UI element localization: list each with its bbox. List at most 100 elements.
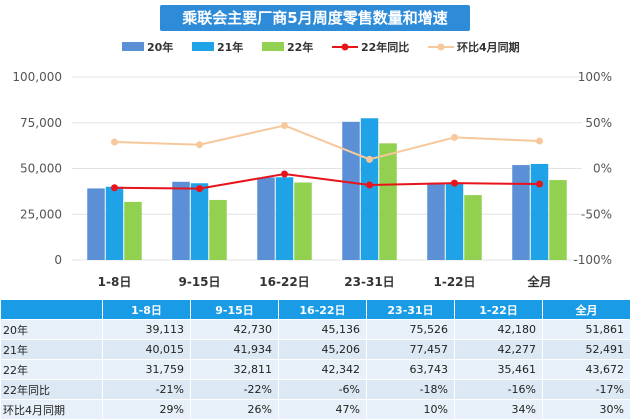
chart-title: 乘联会主要厂商5月周度零售数量和增速 bbox=[160, 5, 470, 31]
table-cell: -16% bbox=[454, 379, 543, 400]
table-cell: -17% bbox=[542, 379, 630, 400]
table-row: 环比4月同期 29% 26% 47% 10% 34% 30% bbox=[0, 399, 630, 420]
line-22年同比 bbox=[114, 172, 540, 190]
table-cell: 45,136 bbox=[278, 319, 367, 340]
table-cell: 32,811 bbox=[190, 359, 279, 380]
table-cell: 45,206 bbox=[278, 339, 367, 360]
table-row: 20年 39,113 42,730 45,136 75,526 42,180 51,861 bbox=[0, 319, 630, 340]
point-22年同比 bbox=[366, 181, 373, 189]
y2-tick-label: 0% bbox=[593, 162, 612, 176]
table-row: 22年同比 -21% -22% -6% -18% -16% -17% bbox=[0, 379, 630, 400]
point-22年同比 bbox=[196, 185, 203, 193]
line-环比4月同期 bbox=[114, 124, 540, 161]
table-cell: 10% bbox=[366, 399, 455, 420]
table-row: 21年 40,015 41,934 45,206 77,457 42,277 52,491 bbox=[0, 339, 630, 360]
row-label: 21年 bbox=[0, 339, 103, 360]
table-cell: 77,457 bbox=[366, 339, 455, 360]
bar-22年 bbox=[294, 182, 312, 260]
point-22年同比 bbox=[281, 170, 288, 178]
bar-20年 bbox=[342, 121, 360, 261]
column-header bbox=[0, 299, 103, 320]
table-body: 20年 39,113 42,730 45,136 75,526 42,180 51,861 2… bbox=[0, 319, 630, 420]
legend-marker bbox=[341, 43, 349, 51]
point-环比4月同期 bbox=[366, 155, 373, 163]
combo-chart: 100,000 75,000 50,000 25,000 0 100% 50% 0% -50% -… bbox=[12, 40, 612, 289]
y2-tick-label: 50% bbox=[585, 116, 612, 130]
bar-20年 bbox=[87, 188, 105, 260]
table-cell: 34% bbox=[454, 399, 543, 420]
table-cell: 63,743 bbox=[366, 359, 455, 380]
table-cell: -6% bbox=[278, 379, 367, 400]
x-tick-label: 9-15日 bbox=[178, 275, 220, 289]
legend-swatch bbox=[262, 42, 284, 51]
table-cell: 75,526 bbox=[366, 319, 455, 340]
x-tick-label: 23-31日 bbox=[344, 275, 394, 289]
table-cell: 30% bbox=[542, 399, 630, 420]
bar-22年 bbox=[124, 201, 142, 260]
bar-20年 bbox=[427, 182, 445, 260]
table-cell: 42,342 bbox=[278, 359, 367, 380]
legend-swatch bbox=[192, 42, 214, 51]
bar-21年 bbox=[275, 177, 294, 260]
legend-swatch bbox=[122, 42, 144, 51]
bar-21年 bbox=[360, 118, 379, 260]
bar-20年 bbox=[257, 177, 275, 260]
row-label: 22年 bbox=[0, 359, 103, 380]
column-header: 16-22日 bbox=[278, 299, 367, 320]
table-cell: 29% bbox=[102, 399, 191, 420]
bar-22年 bbox=[549, 180, 567, 260]
bar-21年 bbox=[105, 186, 124, 260]
table-cell: 43,672 bbox=[542, 359, 630, 380]
table-cell: -21% bbox=[102, 379, 191, 400]
table-cell: -22% bbox=[190, 379, 279, 400]
table-cell: 47% bbox=[278, 399, 367, 420]
y2-tick-label: 100% bbox=[578, 70, 612, 84]
y-tick-label: 0 bbox=[54, 253, 62, 267]
bar-21年 bbox=[190, 183, 209, 260]
column-header: 1-22日 bbox=[454, 299, 543, 320]
legend-label: 环比4月同期 bbox=[457, 40, 520, 54]
point-环比4月同期 bbox=[536, 137, 543, 145]
table-cell: 41,934 bbox=[190, 339, 279, 360]
table-cell: 31,759 bbox=[102, 359, 191, 380]
point-环比4月同期 bbox=[196, 141, 203, 149]
table-cell: 40,015 bbox=[102, 339, 191, 360]
bar-20年 bbox=[172, 181, 190, 260]
y-tick-label: 50,000 bbox=[20, 162, 62, 176]
legend-label: 21年 bbox=[217, 40, 243, 54]
point-环比4月同期 bbox=[111, 138, 118, 146]
x-tick-label: 全月 bbox=[526, 274, 551, 289]
table-cell: 42,180 bbox=[454, 319, 543, 340]
bar-22年 bbox=[209, 199, 227, 260]
column-header: 23-31日 bbox=[366, 299, 455, 320]
table-cell: 52,491 bbox=[542, 339, 630, 360]
bar-21年 bbox=[530, 163, 549, 260]
row-label: 20年 bbox=[0, 319, 103, 340]
row-label: 环比4月同期 bbox=[0, 399, 103, 420]
y2-tick-label: -50% bbox=[581, 207, 612, 221]
table-cell: 35,461 bbox=[454, 359, 543, 380]
point-22年同比 bbox=[536, 180, 543, 188]
table-header-row: 1-8日 9-15日 16-22日 23-31日 1-22日 全月 bbox=[0, 299, 630, 320]
y-tick-label: 25,000 bbox=[20, 207, 62, 221]
x-tick-label: 1-22日 bbox=[433, 275, 475, 289]
point-环比4月同期 bbox=[281, 121, 288, 129]
x-tick-label: 16-22日 bbox=[259, 275, 309, 289]
point-22年同比 bbox=[111, 184, 118, 192]
table-cell: 39,113 bbox=[102, 319, 191, 340]
x-tick-label: 1-8日 bbox=[98, 275, 132, 289]
data-table: 1-8日 9-15日 16-22日 23-31日 1-22日 全月 20年 39,113 42… bbox=[0, 299, 630, 420]
point-环比4月同期 bbox=[451, 133, 458, 141]
column-header: 全月 bbox=[542, 299, 630, 320]
table-row: 22年 31,759 32,811 42,342 63,743 35,461 43,672 bbox=[0, 359, 630, 380]
y-tick-label: 75,000 bbox=[20, 116, 62, 130]
table-cell: 51,861 bbox=[542, 319, 630, 340]
legend-label: 20年 bbox=[147, 40, 173, 54]
bar-21年 bbox=[445, 182, 464, 260]
y-tick-label: 100,000 bbox=[12, 70, 62, 84]
legend-label: 22年 bbox=[287, 40, 313, 54]
table-cell: -18% bbox=[366, 379, 455, 400]
row-label: 22年同比 bbox=[0, 379, 103, 400]
y2-tick-label: -100% bbox=[573, 253, 612, 267]
column-header: 9-15日 bbox=[190, 299, 279, 320]
